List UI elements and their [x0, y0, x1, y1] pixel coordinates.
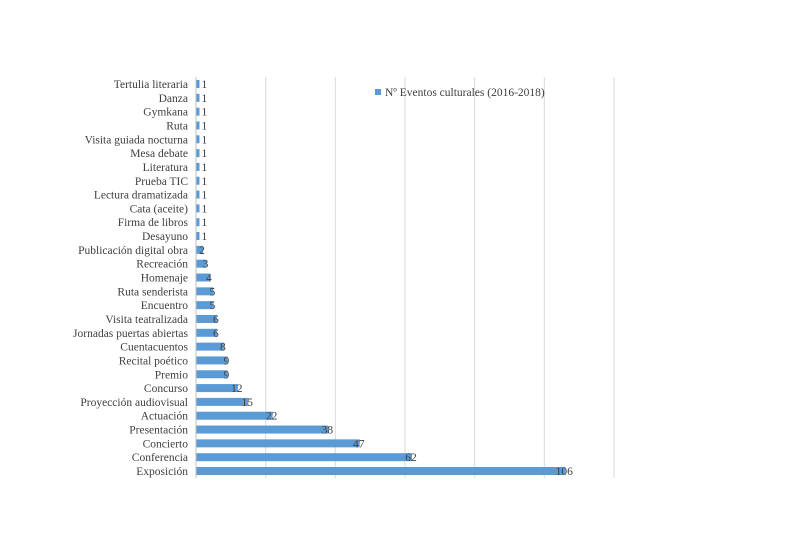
- category-label: Cata (aceite): [130, 203, 189, 215]
- category-label: Desayuno: [142, 231, 188, 243]
- data-label: 5: [210, 286, 216, 298]
- category-label: Literatura: [143, 162, 188, 174]
- bar: [196, 328, 217, 337]
- bar: [196, 245, 203, 254]
- data-label: 47: [353, 438, 365, 450]
- data-label: 1: [201, 120, 207, 132]
- bar: [196, 411, 273, 420]
- data-label: 12: [231, 383, 243, 395]
- bar: [196, 453, 412, 462]
- bar: [196, 162, 200, 171]
- data-label: 1: [201, 134, 207, 146]
- data-label: 15: [242, 397, 254, 409]
- category-label: Prueba TIC: [135, 176, 188, 188]
- category-label: Exposición: [136, 466, 188, 478]
- data-label: 1: [201, 162, 207, 174]
- category-label: Tertulia literaria: [114, 79, 188, 91]
- bar: [196, 190, 200, 199]
- category-label: Homenaje: [141, 273, 188, 285]
- bar: [196, 273, 210, 282]
- category-label: Presentación: [129, 425, 188, 437]
- data-label: 1: [201, 79, 207, 91]
- category-label: Recreación: [136, 259, 188, 271]
- data-label: 3: [203, 259, 209, 271]
- bar: [196, 107, 200, 116]
- data-label: 1: [201, 107, 207, 119]
- data-label: 38: [322, 425, 334, 437]
- bar: [196, 467, 566, 475]
- data-label: 22: [266, 411, 278, 423]
- data-label: 4: [206, 273, 212, 285]
- bar: [196, 425, 329, 434]
- data-label: 1: [201, 93, 207, 105]
- category-label: Mesa debate: [130, 148, 188, 160]
- category-label: Ruta senderista: [117, 286, 188, 298]
- bar: [196, 135, 200, 144]
- data-label: 1: [201, 217, 207, 229]
- category-label: Gymkana: [143, 107, 188, 119]
- data-label: 6: [213, 314, 219, 326]
- bar: [196, 314, 217, 323]
- category-label: Firma de libros: [118, 217, 189, 229]
- category-label: Recital poético: [119, 355, 189, 367]
- bar: [196, 218, 200, 227]
- bar: [196, 439, 360, 448]
- bar: [196, 232, 200, 241]
- data-label: 1: [201, 203, 207, 215]
- bar: [196, 342, 224, 351]
- data-label: 9: [223, 355, 229, 367]
- category-label: Cuentacuentos: [120, 342, 188, 354]
- data-label: 8: [220, 342, 226, 354]
- category-label: Visita guiada nocturna: [85, 134, 188, 146]
- data-label: 6: [213, 328, 219, 340]
- category-label: Encuentro: [141, 300, 189, 312]
- category-label: Proyección audiovisual: [80, 397, 188, 409]
- legend-label: Nº Eventos culturales (2016-2018): [385, 87, 545, 99]
- bar: [196, 356, 228, 365]
- data-label: 1: [201, 231, 207, 243]
- data-label: 1: [201, 148, 207, 160]
- category-label: Conferencia: [132, 452, 188, 464]
- legend: Nº Eventos culturales (2016-2018): [375, 87, 545, 99]
- bar: [196, 93, 200, 102]
- bars: [196, 80, 566, 475]
- legend-marker: [375, 89, 381, 95]
- bar: [196, 80, 200, 88]
- category-label: Ruta: [166, 120, 188, 132]
- bar: [196, 204, 200, 213]
- category-label: Publicación digital obra: [78, 245, 188, 257]
- data-label: 5: [210, 300, 216, 312]
- bar: [196, 149, 200, 158]
- data-label: 106: [556, 466, 574, 478]
- category-label: Danza: [159, 93, 188, 105]
- data-label: 1: [201, 176, 207, 188]
- bar: [196, 384, 238, 393]
- bar: [196, 370, 228, 379]
- bar: [196, 176, 200, 185]
- bar: [196, 287, 214, 296]
- bar: [196, 121, 200, 130]
- bar: [196, 259, 207, 268]
- data-label: 9: [223, 369, 229, 381]
- bar: [196, 397, 249, 406]
- category-label: Actuación: [141, 411, 189, 423]
- category-label: Premio: [155, 369, 188, 381]
- category-label: Lectura dramatizada: [94, 190, 188, 202]
- gridlines: [265, 77, 615, 478]
- category-label: Visita teatralizada: [105, 314, 188, 326]
- data-label: 2: [199, 245, 205, 257]
- category-label: Concierto: [143, 438, 189, 450]
- category-label: Jornadas puertas abiertas: [73, 328, 188, 340]
- data-label: 62: [405, 452, 417, 464]
- bar: [196, 301, 214, 310]
- category-label: Concurso: [144, 383, 188, 395]
- data-label: 1: [201, 190, 207, 202]
